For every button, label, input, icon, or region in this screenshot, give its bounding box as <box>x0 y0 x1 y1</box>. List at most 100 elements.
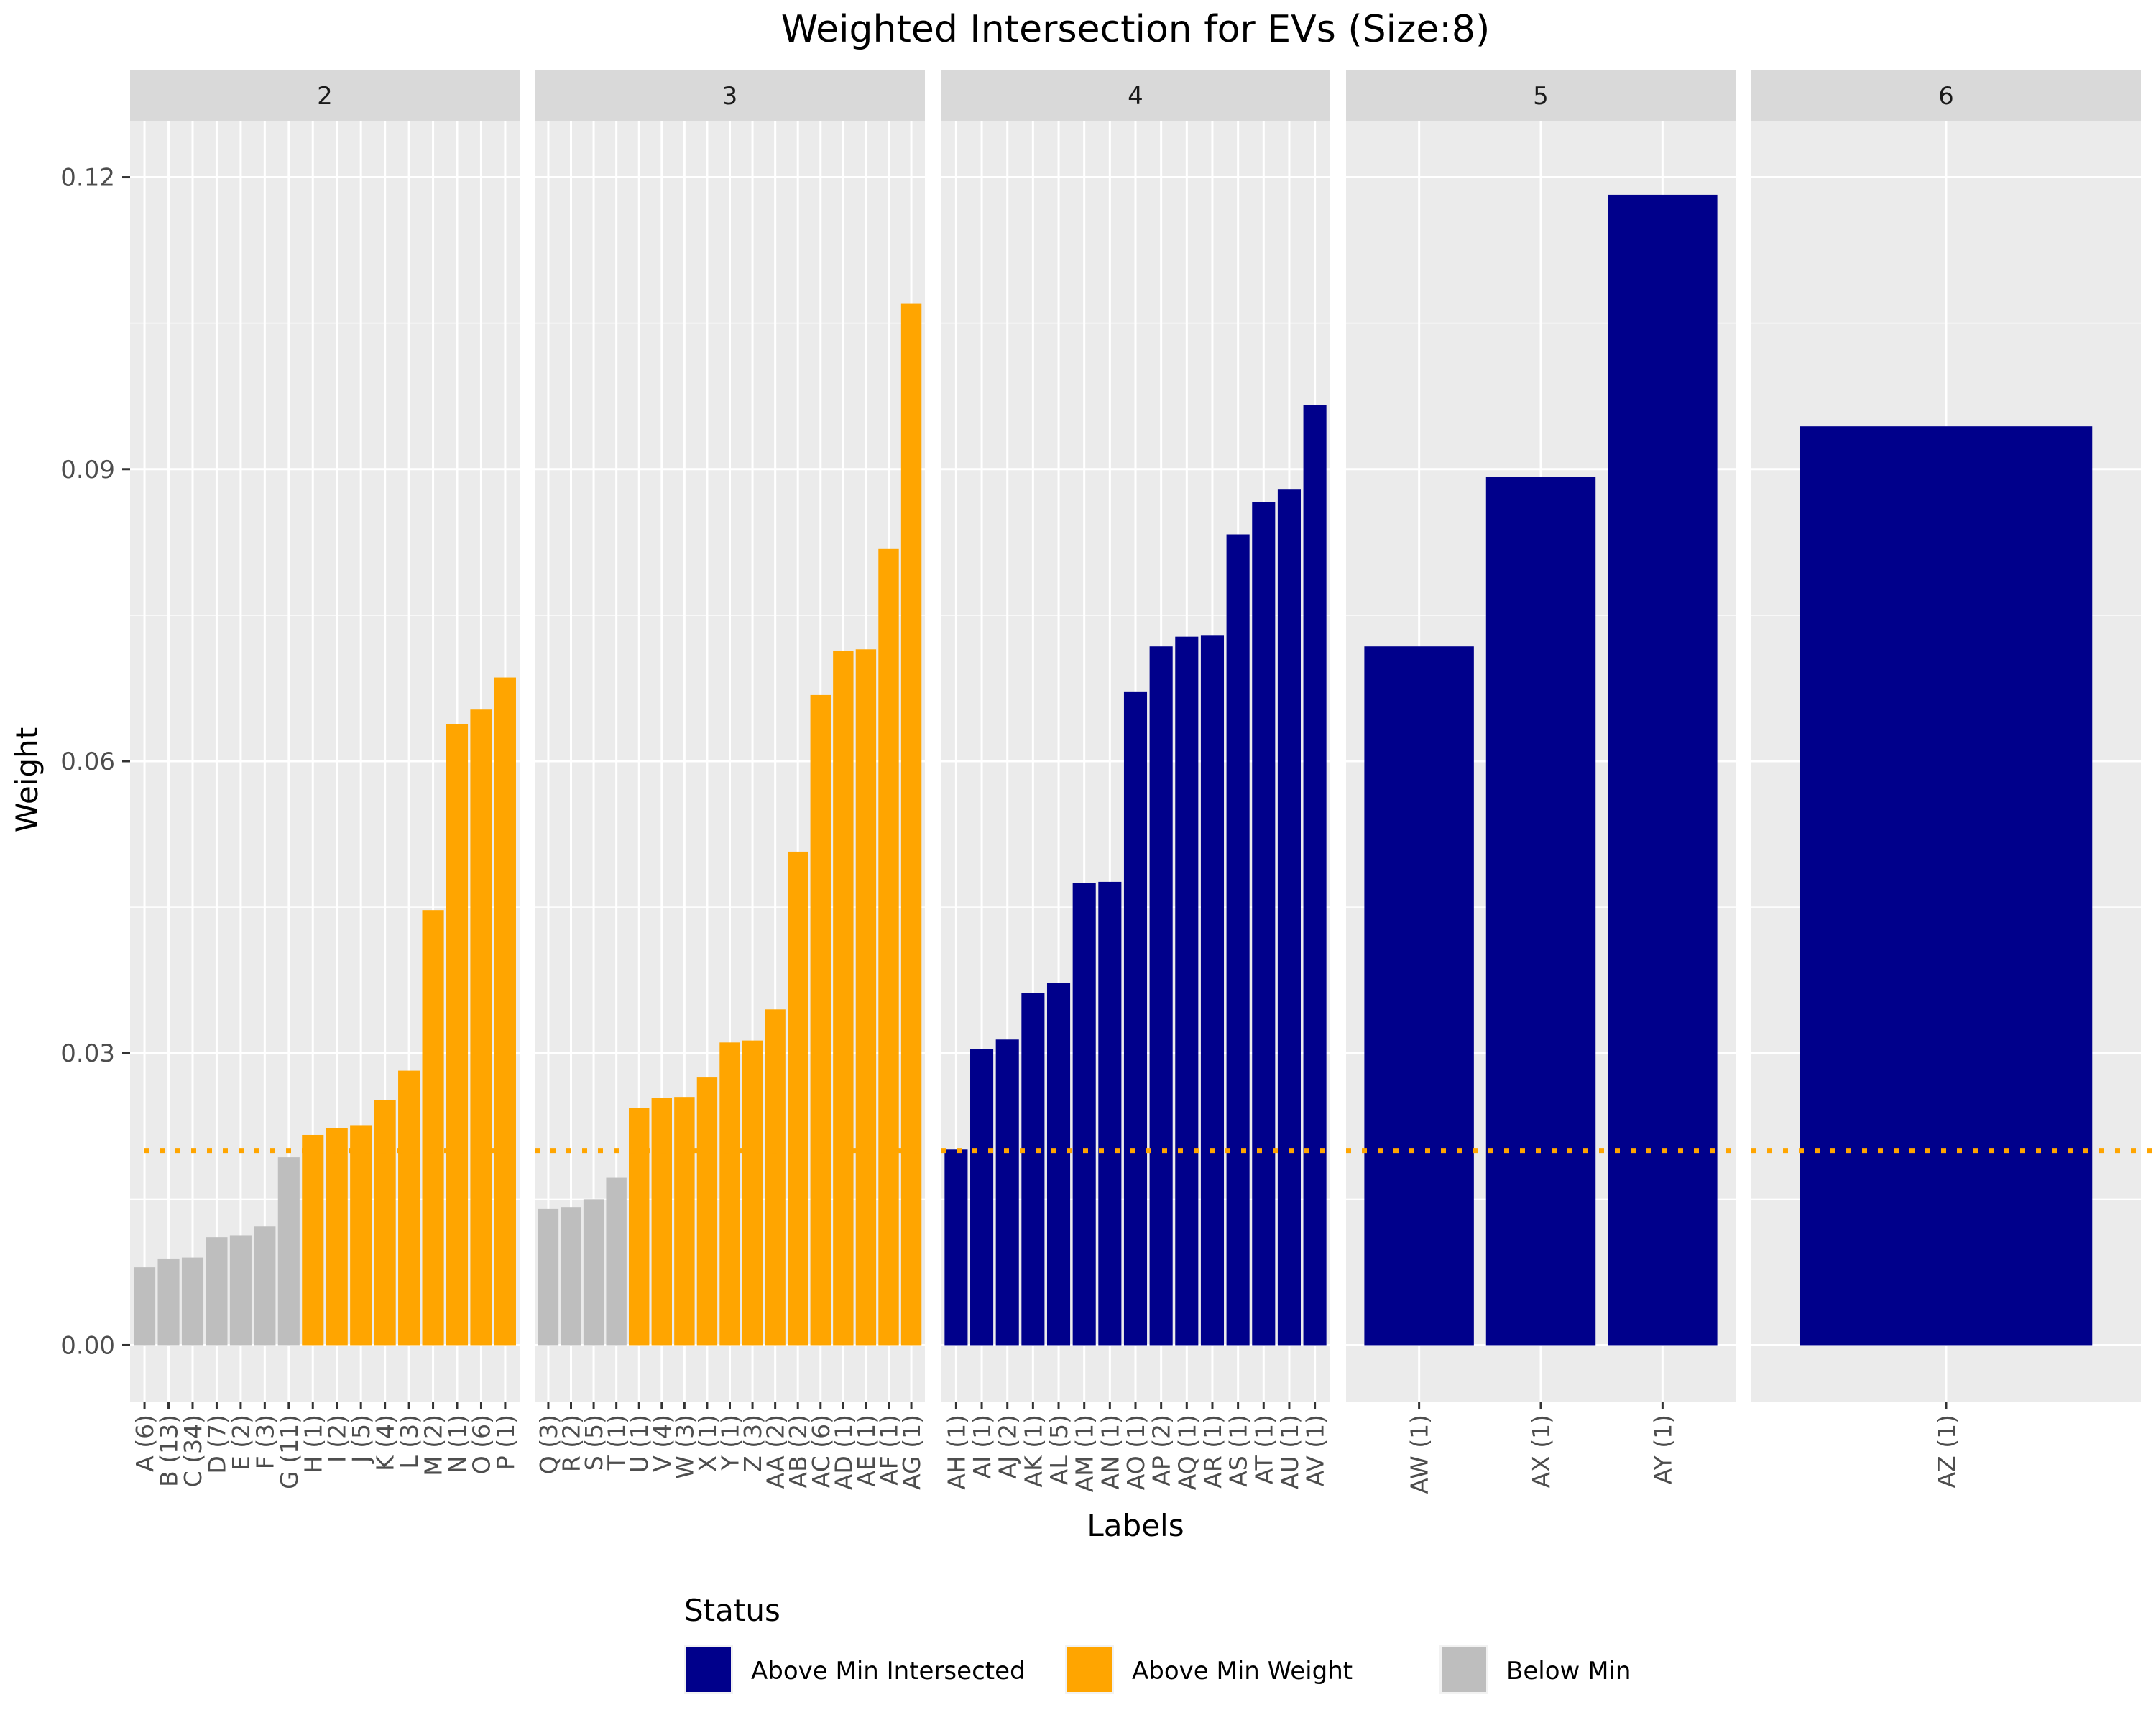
x-tick-label: AB (2) <box>784 1414 812 1488</box>
bar <box>561 1207 581 1346</box>
bar <box>1277 489 1301 1346</box>
legend-entry: Above Min Weight <box>1065 1645 1353 1694</box>
x-tick-label: AD (1) <box>829 1414 857 1490</box>
bar <box>470 709 492 1346</box>
x-tick-label: AH (1) <box>942 1414 970 1490</box>
x-tick-label: P (1) <box>492 1414 520 1470</box>
bar <box>302 1134 324 1346</box>
x-tick-label: L (3) <box>395 1414 423 1469</box>
facet-panel-3: 3 Q (3)R (2)S (5)T (1)U (1)V (4)W (3)X (1… <box>535 70 926 1490</box>
bar <box>995 1039 1019 1346</box>
chart-title: Weighted Intersection for EVs (Size:8) <box>781 8 1491 51</box>
bar <box>1485 477 1596 1346</box>
legend-entry-label: Above Min Intersected <box>751 1657 1026 1685</box>
x-tick-label: AP (2) <box>1148 1414 1176 1486</box>
x-tick-label: AJ (2) <box>994 1414 1022 1479</box>
bar <box>422 910 444 1346</box>
bar <box>833 650 854 1346</box>
facet-strip-label: 6 <box>1938 82 1954 111</box>
bar <box>326 1128 348 1346</box>
x-tick-label: AI (1) <box>968 1414 996 1479</box>
x-tick-label: AR (1) <box>1199 1414 1227 1489</box>
legend-entries: Above Min Intersected Above Min Weight Bel… <box>684 1645 1631 1694</box>
bar <box>1608 194 1718 1346</box>
bar <box>374 1100 396 1346</box>
y-tick-label: 0.03 <box>60 1039 115 1068</box>
x-tick-label: AF (1) <box>875 1414 903 1486</box>
facet-panel-2: 2 A (6)B (13)C (34)D (7)E (2)F (3)G (11)H… <box>130 70 520 1489</box>
x-tick-label: E (2) <box>227 1414 255 1471</box>
bar <box>788 851 808 1346</box>
y-axis-title: Weight <box>9 727 45 832</box>
x-tick-label: AA (2) <box>762 1414 790 1489</box>
bar <box>1200 635 1225 1346</box>
bar <box>606 1177 627 1346</box>
x-tick-label: AN (1) <box>1096 1414 1124 1490</box>
y-axis: 0.00 0.03 0.06 0.09 0.12 <box>60 164 130 1360</box>
bar <box>1364 646 1474 1346</box>
bar <box>674 1097 695 1346</box>
bar <box>254 1226 276 1346</box>
facet-strip <box>1751 70 2141 121</box>
bar <box>206 1237 228 1346</box>
facet-strip-label: 5 <box>1533 82 1549 111</box>
x-tick-label: AG (1) <box>898 1414 926 1490</box>
y-tick-label: 0.12 <box>60 164 115 193</box>
bar <box>970 1049 994 1346</box>
bar <box>855 649 877 1346</box>
bar <box>538 1208 559 1346</box>
x-tick-label: I (2) <box>323 1414 351 1463</box>
bar <box>1303 405 1327 1346</box>
x-tick-label: Z (3) <box>739 1414 767 1472</box>
x-tick-label: AY (1) <box>1649 1414 1677 1484</box>
x-tick-label: AQ (1) <box>1173 1414 1201 1490</box>
x-tick-label: AS (1) <box>1225 1414 1253 1487</box>
bar <box>1175 636 1199 1346</box>
facet-strip <box>1346 70 1736 121</box>
y-tick-label: 0.00 <box>60 1331 115 1360</box>
x-tick-label: G (11) <box>275 1414 303 1489</box>
legend-title: Status <box>684 1593 780 1628</box>
bar <box>1800 426 2093 1346</box>
legend: Status Above Min Intersected Above Min We… <box>684 1593 1631 1694</box>
x-tick-label: AL (5) <box>1045 1414 1073 1485</box>
x-tick-label: AT (1) <box>1250 1414 1278 1484</box>
bar <box>1072 883 1096 1346</box>
x-tick-label: K (4) <box>372 1414 400 1471</box>
bar <box>1021 993 1045 1346</box>
x-tick-label: AX (1) <box>1527 1414 1555 1488</box>
x-tick-label: B (13) <box>155 1414 183 1487</box>
bar <box>583 1199 604 1346</box>
facet-panel-6: 6 AZ (1) <box>1751 70 2141 1488</box>
x-tick-label: F (3) <box>251 1414 279 1469</box>
x-tick-label: AK (1) <box>1019 1414 1047 1487</box>
bar <box>157 1258 180 1346</box>
facet-strip-label: 4 <box>1128 82 1143 111</box>
x-tick-label: AE (1) <box>852 1414 880 1487</box>
x-tick-label: Y (1) <box>717 1414 745 1471</box>
x-tick-label: O (6) <box>467 1414 495 1474</box>
facet-panel-5: 5 AW (1) AX (1) AY (1) <box>1346 70 1736 1494</box>
x-tick-label: S (5) <box>580 1414 608 1471</box>
legend-key-swatch <box>1067 1647 1112 1692</box>
x-tick-label: U (1) <box>625 1414 653 1473</box>
facet-strip <box>130 70 520 121</box>
facet-panel-4: 4 AH (1)AI (1)AJ (2)AK (1)AL (5)AM (1)AN … <box>941 70 1330 1492</box>
bar <box>181 1257 204 1346</box>
facet-strip-label: 2 <box>317 82 333 111</box>
bar <box>1098 881 1122 1346</box>
bar <box>900 303 922 1346</box>
x-tick-label: H (1) <box>299 1414 327 1473</box>
legend-key-swatch <box>1442 1647 1486 1692</box>
x-tick-label: AZ (1) <box>1932 1414 1961 1488</box>
bar <box>810 694 831 1346</box>
bar <box>1123 691 1148 1346</box>
x-tick-label: AV (1) <box>1302 1414 1330 1486</box>
bar <box>944 1149 968 1346</box>
bar <box>1149 646 1173 1346</box>
bar <box>651 1098 672 1346</box>
bar <box>719 1042 740 1346</box>
bar <box>446 724 469 1346</box>
x-tick-label: C (34) <box>179 1414 207 1487</box>
